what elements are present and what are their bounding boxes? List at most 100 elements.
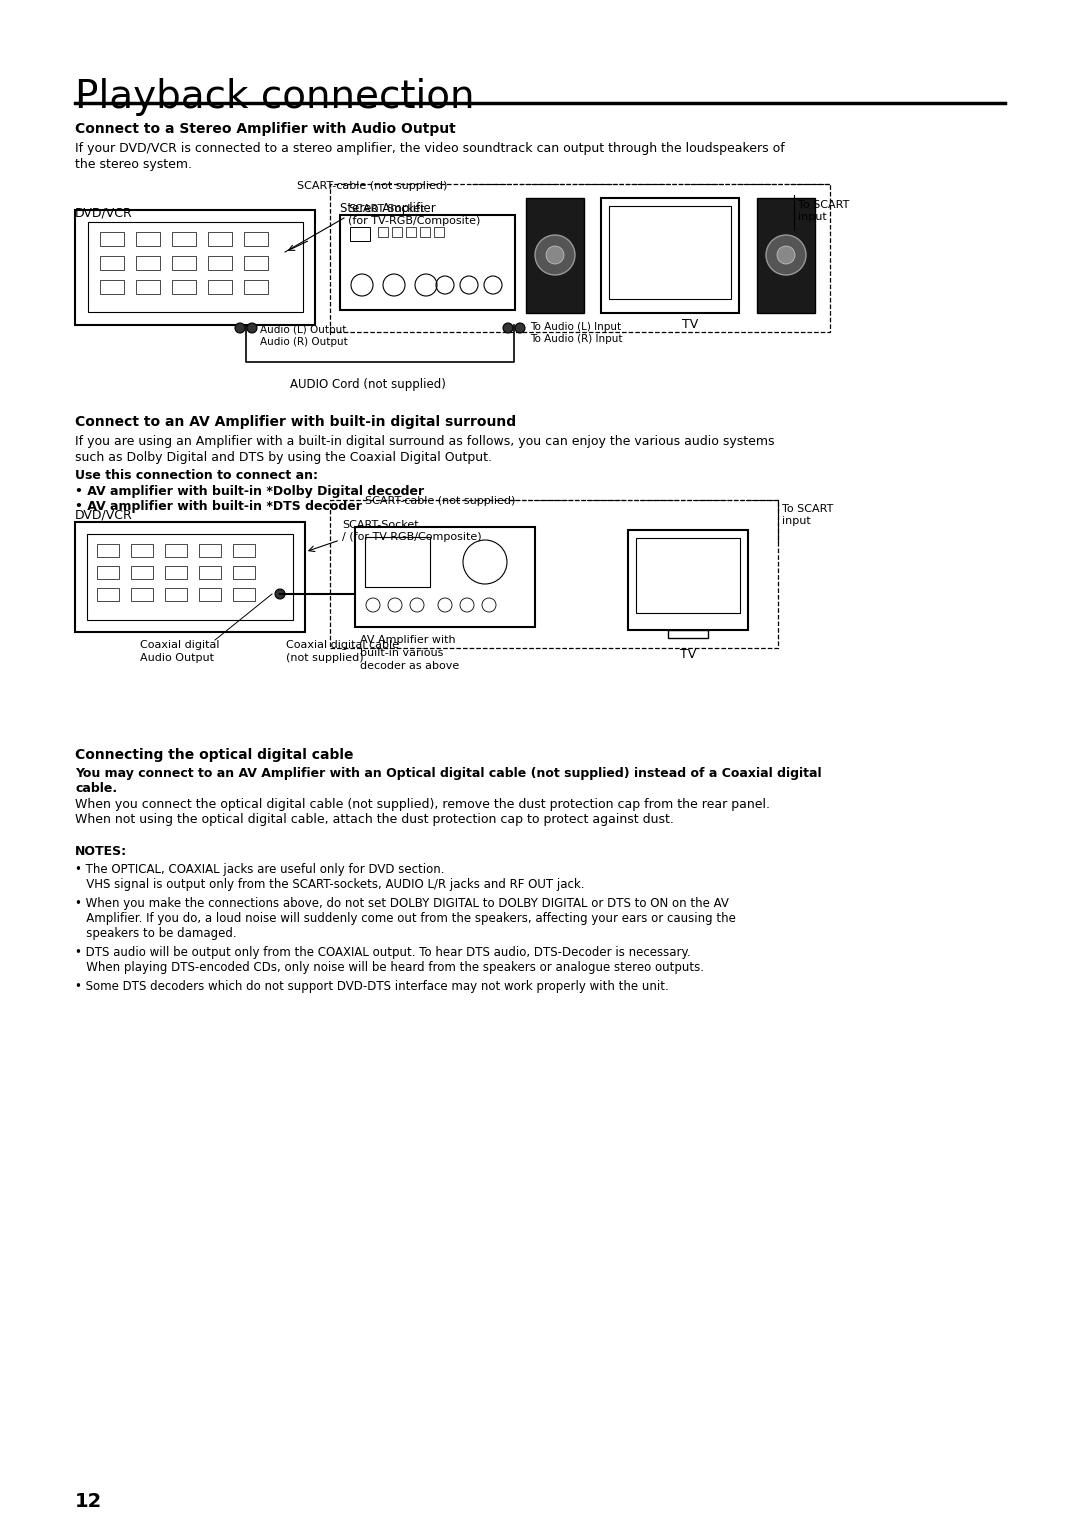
Bar [136,232,160,246]
Text: • When you make the connections above, do not set DOLBY DIGITAL to DOLBY DIGITAL: • When you make the connections above, d… [75,897,729,911]
Text: Audio (L) Output: Audio (L) Output [260,325,347,335]
Text: AV Amplifier with: AV Amplifier with [360,636,456,645]
Circle shape [535,235,575,275]
Bar [87,222,303,312]
Bar [233,544,255,558]
Bar [136,280,160,293]
Bar [355,527,535,626]
Bar [340,215,515,310]
Bar [100,280,124,293]
Bar [350,228,370,241]
Text: speakers to be damaged.: speakers to be damaged. [75,927,237,940]
Text: You may connect to an AV Amplifier with an Optical digital cable (not supplied) : You may connect to an AV Amplifier with … [75,767,822,779]
Text: Playback connection: Playback connection [75,78,474,116]
Text: built-in various: built-in various [360,648,444,659]
Text: • The OPTICAL, COAXIAL jacks are useful only for DVD section.: • The OPTICAL, COAXIAL jacks are useful … [75,863,445,876]
Text: Audio Output: Audio Output [140,652,214,663]
Bar [434,228,444,237]
Bar [365,536,430,587]
Text: (not supplied): (not supplied) [286,652,364,663]
Text: Amplifier. If you do, a loud noise will suddenly come out from the speakers, aff: Amplifier. If you do, a loud noise will … [75,912,735,924]
Text: input: input [782,516,811,526]
Circle shape [503,322,513,333]
Text: AUDIO Cord (not supplied): AUDIO Cord (not supplied) [291,377,446,391]
Circle shape [247,322,257,333]
Text: SCART-Socket: SCART-Socket [348,205,424,214]
Bar [233,588,255,601]
Bar [199,544,221,558]
Text: Connect to a Stereo Amplifier with Audio Output: Connect to a Stereo Amplifier with Audio… [75,122,456,136]
Text: 12: 12 [75,1491,103,1511]
Text: • AV amplifier with built-in *Dolby Digital decoder: • AV amplifier with built-in *Dolby Digi… [75,484,424,498]
Text: Coaxial digital cable: Coaxial digital cable [286,640,399,649]
Bar [244,280,268,293]
Bar [172,257,195,270]
Bar [244,232,268,246]
Bar [136,257,160,270]
Circle shape [546,246,564,264]
Text: If you are using an Amplifier with a built-in digital surround as follows, you c: If you are using an Amplifier with a bui… [75,435,774,448]
Text: input: input [798,212,827,222]
Text: NOTES:: NOTES: [75,845,127,859]
Circle shape [766,235,806,275]
Bar [208,257,232,270]
Text: decoder as above: decoder as above [360,662,459,671]
Circle shape [777,246,795,264]
Bar [172,232,195,246]
Text: To Audio (R) Input: To Audio (R) Input [530,335,622,344]
Bar [208,280,232,293]
Bar [330,183,831,332]
Text: TV: TV [680,648,697,662]
Text: Connect to an AV Amplifier with built-in digital surround: Connect to an AV Amplifier with built-in… [75,416,516,429]
Bar [406,228,416,237]
Circle shape [515,322,525,333]
Bar [233,565,255,579]
Bar [75,209,315,325]
Bar [199,565,221,579]
Text: • Some DTS decoders which do not support DVD-DTS interface may not work properly: • Some DTS decoders which do not support… [75,979,669,993]
Text: To SCART: To SCART [798,200,849,209]
Bar [636,538,740,613]
Text: • DTS audio will be output only from the COAXIAL output. To hear DTS audio, DTS-: • DTS audio will be output only from the… [75,946,690,960]
Bar [131,544,153,558]
Bar [97,565,119,579]
Bar [100,257,124,270]
Text: such as Dolby Digital and DTS by using the Coaxial Digital Output.: such as Dolby Digital and DTS by using t… [75,451,492,465]
Bar [97,588,119,601]
Text: the stereo system.: the stereo system. [75,157,192,171]
Bar [392,228,402,237]
Text: SCART-cable (not supplied): SCART-cable (not supplied) [365,497,515,506]
Bar [378,228,388,237]
Text: SCART-cable (not supplied): SCART-cable (not supplied) [297,180,447,191]
Bar [100,232,124,246]
Text: To Audio (L) Input: To Audio (L) Input [530,322,621,332]
Bar [172,280,195,293]
Text: Audio (R) Output: Audio (R) Output [260,338,348,347]
Text: Stereo Amplifier: Stereo Amplifier [340,202,435,215]
Bar [669,630,708,639]
Bar [97,544,119,558]
Text: TV: TV [681,318,698,332]
Text: When playing DTS-encoded CDs, only noise will be heard from the speakers or anal: When playing DTS-encoded CDs, only noise… [75,961,704,973]
Bar [420,228,430,237]
Circle shape [275,588,285,599]
Bar [165,565,187,579]
Text: Coaxial digital: Coaxial digital [140,640,219,649]
Text: DVD/VCR: DVD/VCR [75,507,133,521]
Bar [208,232,232,246]
Bar [757,199,815,313]
Text: VHS signal is output only from the SCART-sockets, AUDIO L/R jacks and RF OUT jac: VHS signal is output only from the SCART… [75,879,584,891]
Bar [244,257,268,270]
Bar [609,206,731,299]
Bar [165,544,187,558]
Bar [75,523,305,633]
Text: If your DVD/VCR is connected to a stereo amplifier, the video soundtrack can out: If your DVD/VCR is connected to a stereo… [75,142,785,154]
Bar [87,533,293,620]
Text: To SCART: To SCART [782,504,834,513]
Bar [131,565,153,579]
Text: When not using the optical digital cable, attach the dust protection cap to prot: When not using the optical digital cable… [75,813,674,827]
Bar [627,530,748,630]
Text: Connecting the optical digital cable: Connecting the optical digital cable [75,749,353,762]
Text: • AV amplifier with built-in *DTS decoder: • AV amplifier with built-in *DTS decode… [75,500,362,513]
Bar [199,588,221,601]
